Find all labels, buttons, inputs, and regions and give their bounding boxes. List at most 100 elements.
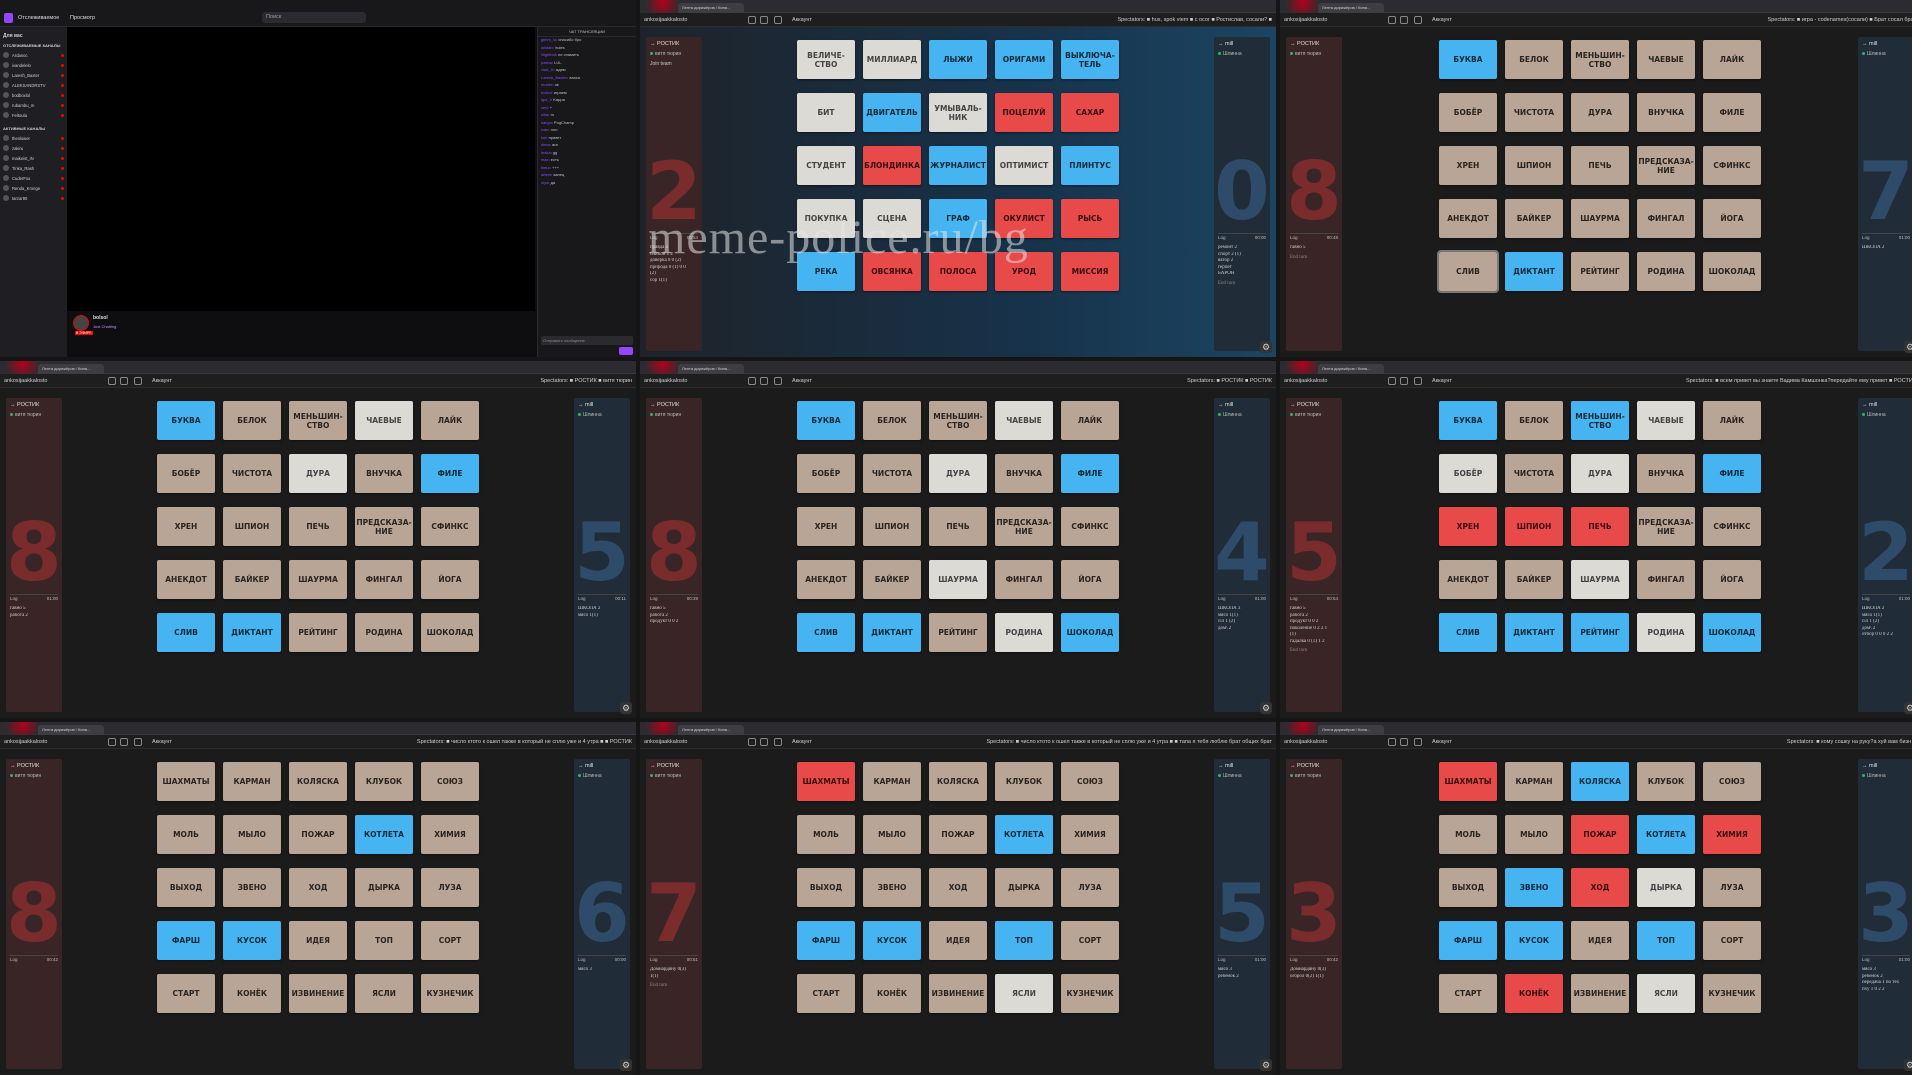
word-card[interactable]: БУКВА bbox=[797, 401, 855, 440]
word-card[interactable]: ЛУЗА bbox=[1703, 868, 1761, 907]
word-card[interactable]: КУСОК bbox=[223, 921, 281, 960]
word-card[interactable]: ПОЖАР bbox=[289, 815, 347, 854]
word-card[interactable]: КУСОК bbox=[1505, 921, 1563, 960]
fullscreen-icon[interactable] bbox=[760, 377, 768, 385]
word-card[interactable]: ЧАЕВЫЕ bbox=[355, 401, 413, 440]
word-card[interactable]: БЕЛОК bbox=[863, 401, 921, 440]
word-card[interactable]: МЕНЬШИН-СТВО bbox=[289, 401, 347, 440]
word-card[interactable]: ШАХМАТЫ bbox=[157, 762, 215, 801]
chat-username[interactable]: ivan bbox=[541, 127, 549, 132]
word-card[interactable]: СОЮЗ bbox=[1703, 762, 1761, 801]
browser-tab[interactable]: Лента дирижёров / Кина... bbox=[678, 364, 744, 374]
word-card[interactable]: РОДИНА bbox=[1637, 252, 1695, 291]
room-name[interactable]: ankosijaakkalosto bbox=[1284, 739, 1328, 745]
chat-username[interactable]: artem bbox=[541, 172, 552, 177]
word-card[interactable]: СФИНКС bbox=[1061, 507, 1119, 546]
word-card[interactable]: ФИНГАЛ bbox=[1637, 560, 1695, 599]
fullscreen-icon[interactable] bbox=[1400, 377, 1408, 385]
word-card[interactable]: ВНУЧКА bbox=[355, 454, 413, 493]
settings-icon[interactable] bbox=[748, 738, 756, 746]
word-card[interactable]: ЛАЙК bbox=[1061, 401, 1119, 440]
browser-tab[interactable]: Лента дирижёров / Кина... bbox=[678, 725, 744, 735]
word-card[interactable]: ИДЕЯ bbox=[929, 921, 987, 960]
word-card[interactable]: ПОЖАР bbox=[1571, 815, 1629, 854]
word-card[interactable]: ФАРШ bbox=[1439, 921, 1497, 960]
word-card[interactable]: МОЛЬ bbox=[797, 815, 855, 854]
word-card[interactable]: ИЗВИНЕНИЕ bbox=[1571, 974, 1629, 1013]
word-card[interactable]: ИЗВИНЕНИЕ bbox=[929, 974, 987, 1013]
word-card[interactable]: ДЫРКА bbox=[995, 868, 1053, 907]
word-card[interactable]: СТАРТ bbox=[797, 974, 855, 1013]
account-button[interactable]: Аккаунт bbox=[152, 739, 172, 745]
word-card[interactable]: ХРЕН bbox=[797, 507, 855, 546]
word-card[interactable]: КУЗНЕЧИК bbox=[421, 974, 479, 1013]
word-card[interactable]: СЦЕНА bbox=[863, 199, 921, 238]
account-button[interactable]: Аккаунт bbox=[792, 17, 812, 23]
fullscreen-icon[interactable] bbox=[1400, 16, 1408, 24]
settings-icon[interactable] bbox=[748, 377, 756, 385]
word-card[interactable]: ЛАЙК bbox=[421, 401, 479, 440]
word-card[interactable]: МИССИЯ bbox=[1061, 252, 1119, 291]
sidebar-channel-item[interactable]: ivandelelo bbox=[0, 60, 67, 70]
sidebar-channel-item[interactable]: maikeist_iN bbox=[0, 153, 67, 163]
fullscreen-icon[interactable] bbox=[120, 738, 128, 746]
chat-username[interactable]: dima bbox=[541, 142, 550, 147]
word-card[interactable]: ШАУРМА bbox=[1571, 199, 1629, 238]
chat-username[interactable]: nika bbox=[541, 112, 549, 117]
word-card[interactable]: ОРИГАМИ bbox=[995, 40, 1053, 79]
word-card[interactable]: СТАРТ bbox=[1439, 974, 1497, 1013]
sound-icon[interactable] bbox=[774, 377, 782, 385]
word-card[interactable]: КЛУБОК bbox=[995, 762, 1053, 801]
sidebar-channel-item[interactable]: theslower bbox=[0, 133, 67, 143]
account-button[interactable]: Аккаунт bbox=[792, 739, 812, 745]
word-card[interactable]: ШОКОЛАД bbox=[1061, 613, 1119, 652]
end-turn-button[interactable]: End turn bbox=[1290, 648, 1308, 653]
word-card[interactable]: БИТ bbox=[797, 93, 855, 132]
word-card[interactable]: ХОД bbox=[289, 868, 347, 907]
word-card[interactable]: РЕКА bbox=[797, 252, 855, 291]
word-card[interactable]: ПЕЧЬ bbox=[1571, 507, 1629, 546]
word-card[interactable]: ПЕЧЬ bbox=[1571, 146, 1629, 185]
account-button[interactable]: Аккаунт bbox=[792, 378, 812, 384]
word-card[interactable]: КАРМАН bbox=[863, 762, 921, 801]
word-card[interactable]: СОРТ bbox=[1703, 921, 1761, 960]
word-card[interactable]: ЛЫЖИ bbox=[929, 40, 987, 79]
word-card[interactable]: ГРАФ bbox=[929, 199, 987, 238]
word-card[interactable]: БЕЛОК bbox=[1505, 401, 1563, 440]
chat-username[interactable]: Laresh_Baxter bbox=[541, 74, 568, 80]
word-card[interactable]: РЕЙТИНГ bbox=[289, 613, 347, 652]
word-card[interactable]: ШОКОЛАД bbox=[1703, 613, 1761, 652]
word-card[interactable]: МЫЛО bbox=[863, 815, 921, 854]
gear-icon[interactable]: ⚙ bbox=[1904, 341, 1912, 353]
word-card[interactable]: ВЫХОД bbox=[1439, 868, 1497, 907]
word-card[interactable]: ОПТИМИСТ bbox=[995, 146, 1053, 185]
word-card[interactable]: КОТЛЕТА bbox=[995, 815, 1053, 854]
word-card[interactable]: БЛОНДИНКА bbox=[863, 146, 921, 185]
word-card[interactable]: КУЗНЕЧИК bbox=[1061, 974, 1119, 1013]
word-card[interactable]: РОДИНА bbox=[995, 613, 1053, 652]
room-name[interactable]: ankosijaakkalosto bbox=[644, 17, 688, 23]
word-card[interactable]: СЛИВ bbox=[797, 613, 855, 652]
end-turn-button[interactable]: End turn bbox=[1218, 280, 1236, 286]
settings-icon[interactable] bbox=[748, 16, 756, 24]
word-card[interactable]: ЛАЙК bbox=[1703, 40, 1761, 79]
word-card[interactable]: РЕЙТИНГ bbox=[929, 613, 987, 652]
browser-tab[interactable]: Лента дирижёров / Кина... bbox=[678, 3, 744, 13]
room-name[interactable]: ankosijaakkalosto bbox=[4, 739, 48, 745]
settings-icon[interactable] bbox=[108, 377, 116, 385]
sound-icon[interactable] bbox=[134, 738, 142, 746]
word-card[interactable]: УРОД bbox=[995, 252, 1053, 291]
word-card[interactable]: ТОП bbox=[355, 921, 413, 960]
word-card[interactable]: ЙОГА bbox=[421, 560, 479, 599]
streamer-name[interactable]: bolsol bbox=[93, 315, 108, 321]
chat-username[interactable]: sanya bbox=[541, 119, 552, 125]
word-card[interactable]: ЧАЕВЫЕ bbox=[995, 401, 1053, 440]
word-card[interactable]: ВНУЧКА bbox=[1637, 454, 1695, 493]
word-card[interactable]: АНЕКДОТ bbox=[157, 560, 215, 599]
sidebar-channel-item[interactable]: zakiru bbox=[0, 143, 67, 153]
word-card[interactable]: ЧАЕВЫЕ bbox=[1637, 401, 1695, 440]
word-card[interactable]: ЖУРНАЛИСТ bbox=[929, 146, 987, 185]
word-card[interactable]: ТОП bbox=[1637, 921, 1695, 960]
word-card[interactable]: СФИНКС bbox=[1703, 146, 1761, 185]
chat-username[interactable]: gimm_lu bbox=[541, 37, 557, 42]
